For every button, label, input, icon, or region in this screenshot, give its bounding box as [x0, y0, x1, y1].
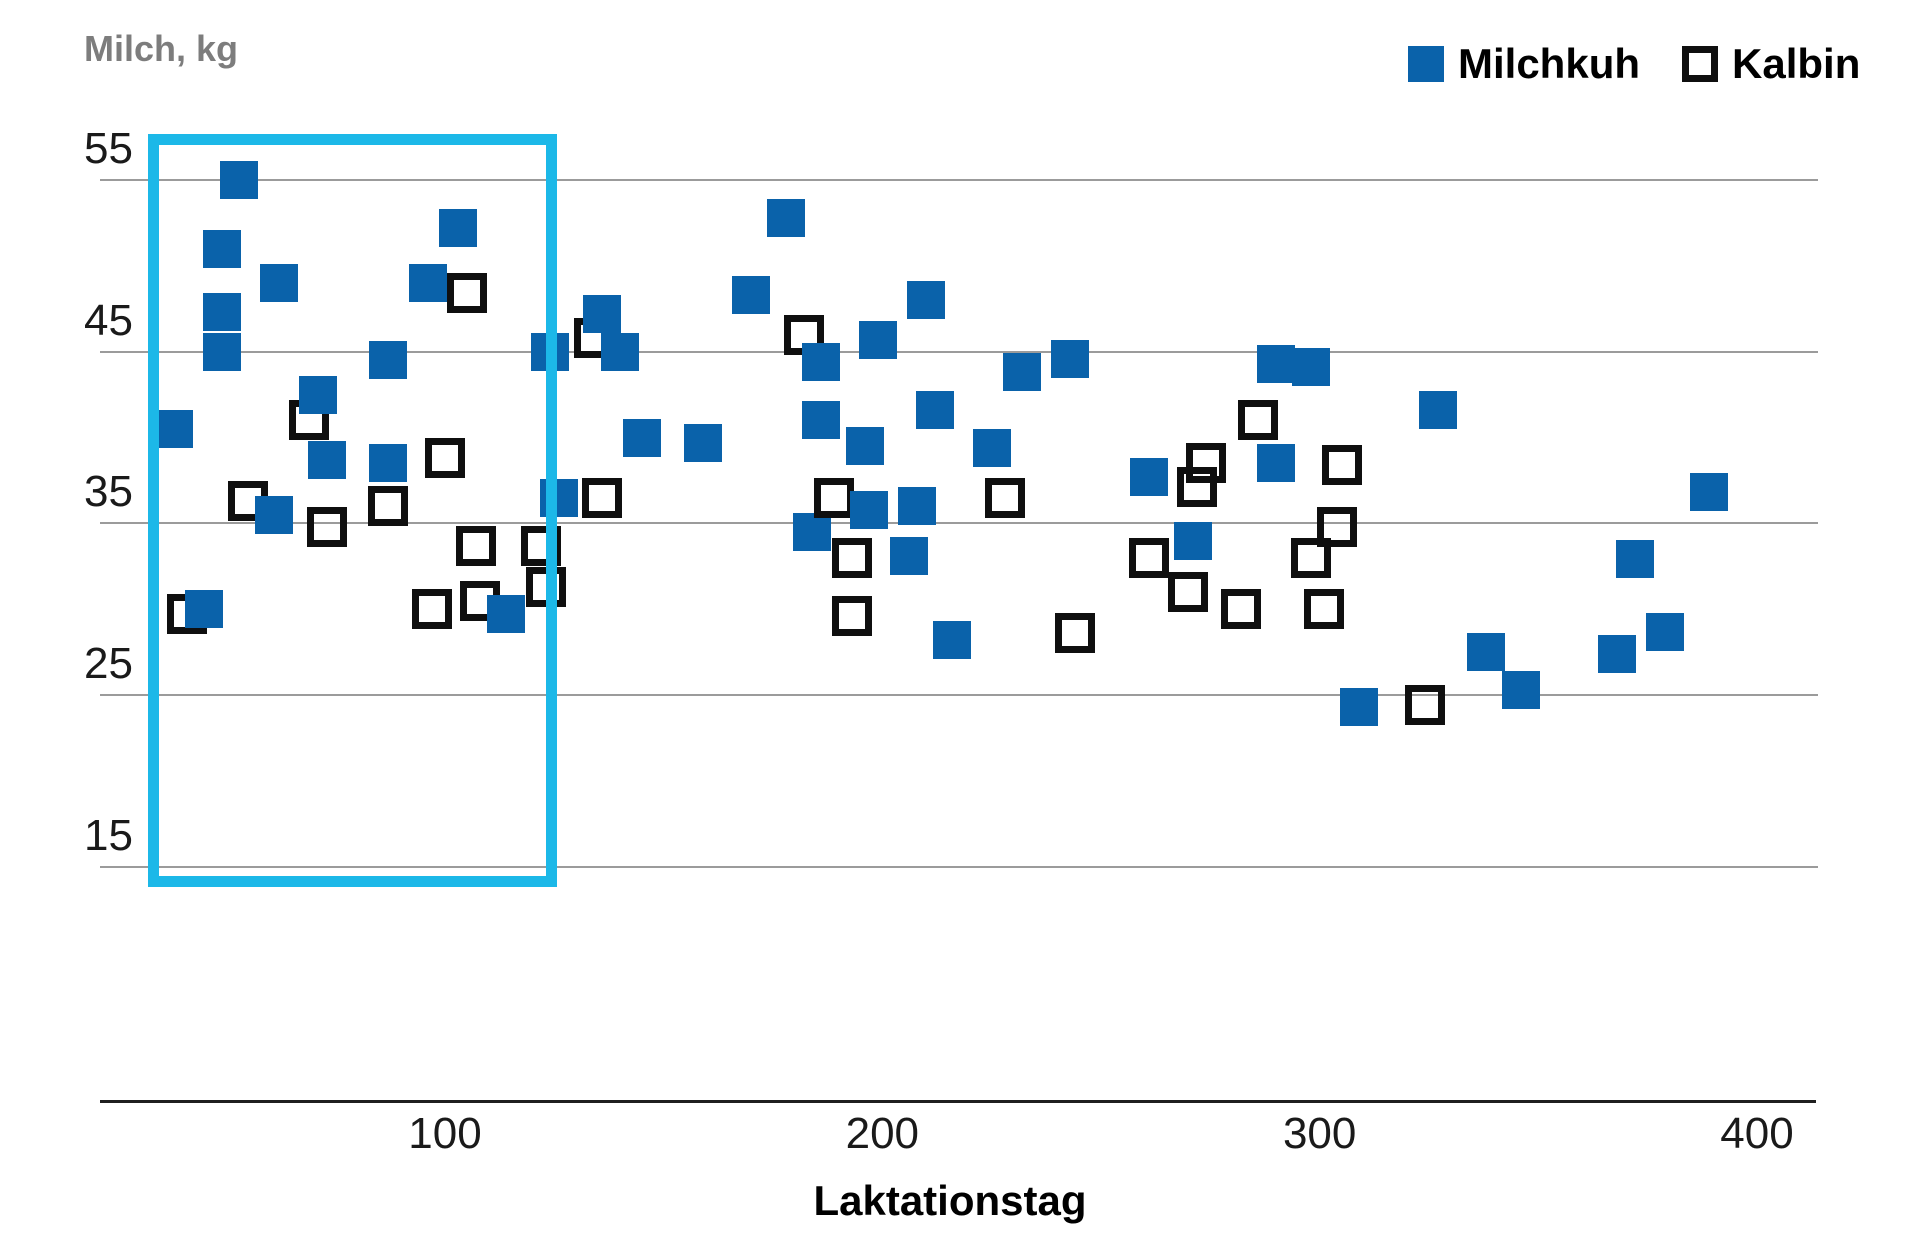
milchkuh-point	[439, 209, 478, 248]
kalbin-point	[1238, 400, 1279, 441]
milchkuh-point	[369, 341, 408, 380]
milchkuh-point	[793, 512, 832, 551]
kalbin-point	[582, 477, 623, 518]
milchkuh-point	[1598, 634, 1637, 673]
milchkuh-point	[972, 428, 1011, 467]
milchkuh-point	[1418, 391, 1457, 430]
milchkuh-point	[802, 343, 841, 381]
kalbin-point	[1321, 445, 1362, 486]
milchkuh-point	[1646, 612, 1685, 651]
kalbin-point	[1304, 589, 1345, 630]
milchkuh-point	[154, 409, 193, 448]
milchkuh-point	[622, 418, 661, 457]
x-tick-label-100: 100	[408, 1109, 482, 1158]
kalbin-point	[831, 537, 872, 578]
kalbin-point	[521, 525, 562, 566]
legend-item-kalbin: Kalbin	[1682, 43, 1860, 85]
milchkuh-point	[767, 198, 806, 237]
y-tick-label-25: 25	[84, 639, 133, 689]
milchkuh-point	[307, 440, 346, 479]
kalbin-point	[1290, 537, 1331, 578]
milchkuh-point	[1173, 521, 1212, 560]
milchkuh-point	[802, 401, 841, 440]
y-axis-title: Milch, kg	[84, 28, 239, 69]
x-axis-line	[100, 1100, 1816, 1103]
milchkuh-point	[202, 229, 241, 268]
x-axis-title: Laktationstag	[813, 1177, 1087, 1224]
gridline-y-45	[100, 350, 1818, 353]
milchkuh-point	[220, 161, 259, 199]
y-tick-label-55: 55	[84, 124, 133, 173]
milchkuh-point	[600, 332, 639, 371]
kalbin-point	[814, 477, 855, 518]
kalbin-point	[1185, 443, 1226, 484]
kalbin-point	[446, 273, 487, 314]
kalbin-point	[1177, 467, 1218, 508]
gridline-y-35	[100, 522, 1818, 525]
kalbin-point	[1129, 537, 1170, 578]
milchkuh-point	[915, 391, 954, 430]
kalbin-swatch-icon	[1682, 46, 1719, 82]
kalbin-point	[411, 589, 452, 630]
milchkuh-point	[1051, 339, 1090, 378]
milchkuh-point	[1256, 344, 1295, 383]
kalbin-point	[425, 438, 465, 479]
milchkuh-point	[858, 320, 897, 359]
x-tick-label-300: 300	[1282, 1109, 1357, 1158]
y-tick-label-45: 45	[84, 295, 133, 345]
milchkuh-point	[1130, 458, 1169, 497]
milchkuh-point	[1340, 688, 1379, 727]
kalbin-point	[306, 506, 347, 547]
legend-item-milchkuh: Milchkuh	[1408, 43, 1640, 85]
milchkuh-point	[369, 444, 408, 483]
milchkuh-point	[202, 332, 241, 371]
milchkuh-point	[259, 264, 298, 303]
gridline-y-55	[100, 179, 1818, 181]
y-tick-label-35: 35	[84, 467, 133, 517]
y-tick-label-15: 15	[84, 810, 133, 860]
milchkuh-point	[845, 427, 884, 466]
gridline-y-15	[100, 865, 1818, 868]
milchkuh-point	[202, 293, 241, 332]
milchkuh-point	[299, 375, 338, 414]
milchkuh-point	[1291, 348, 1330, 387]
legend: Milchkuh Kalbin	[1408, 36, 1888, 92]
legend-label-milchkuh: Milchkuh	[1458, 40, 1641, 87]
milchkuh-point	[889, 537, 928, 576]
milchkuh-point	[1466, 633, 1505, 672]
milchkuh-point	[684, 423, 723, 462]
milchkuh-point	[850, 490, 889, 529]
highlight-rectangle	[147, 133, 557, 888]
legend-label-kalbin: Kalbin	[1732, 40, 1861, 87]
milchkuh-point	[255, 495, 294, 534]
milchkuh-swatch-icon	[1408, 46, 1444, 82]
kalbin-point	[368, 486, 409, 527]
milchkuh-point	[1615, 540, 1654, 579]
milchkuh-point	[1003, 353, 1042, 392]
kalbin-point	[831, 596, 872, 637]
gridline-y-25	[100, 694, 1818, 697]
milchkuh-point	[898, 487, 937, 526]
milchkuh-point	[1501, 670, 1540, 709]
kalbin-point	[1054, 613, 1095, 654]
milchkuh-point	[907, 281, 946, 320]
milchkuh-point	[185, 590, 224, 629]
kalbin-point	[1220, 589, 1261, 630]
x-tick-label-200: 200	[845, 1109, 920, 1158]
milchkuh-point	[1689, 473, 1728, 512]
kalbin-point	[525, 566, 566, 607]
kalbin-point	[455, 525, 496, 566]
x-tick-label-400: 400	[1720, 1109, 1794, 1158]
milchkuh-point	[933, 621, 972, 660]
milchkuh-point	[1256, 444, 1295, 483]
kalbin-point	[1317, 506, 1358, 547]
milchkuh-point	[487, 595, 526, 634]
milchkuh-point	[408, 264, 447, 303]
milchkuh-point	[583, 294, 622, 333]
kalbin-point	[984, 477, 1025, 518]
milchkuh-point	[732, 276, 771, 315]
kalbin-point	[1404, 685, 1445, 726]
kalbin-point	[1168, 572, 1209, 613]
